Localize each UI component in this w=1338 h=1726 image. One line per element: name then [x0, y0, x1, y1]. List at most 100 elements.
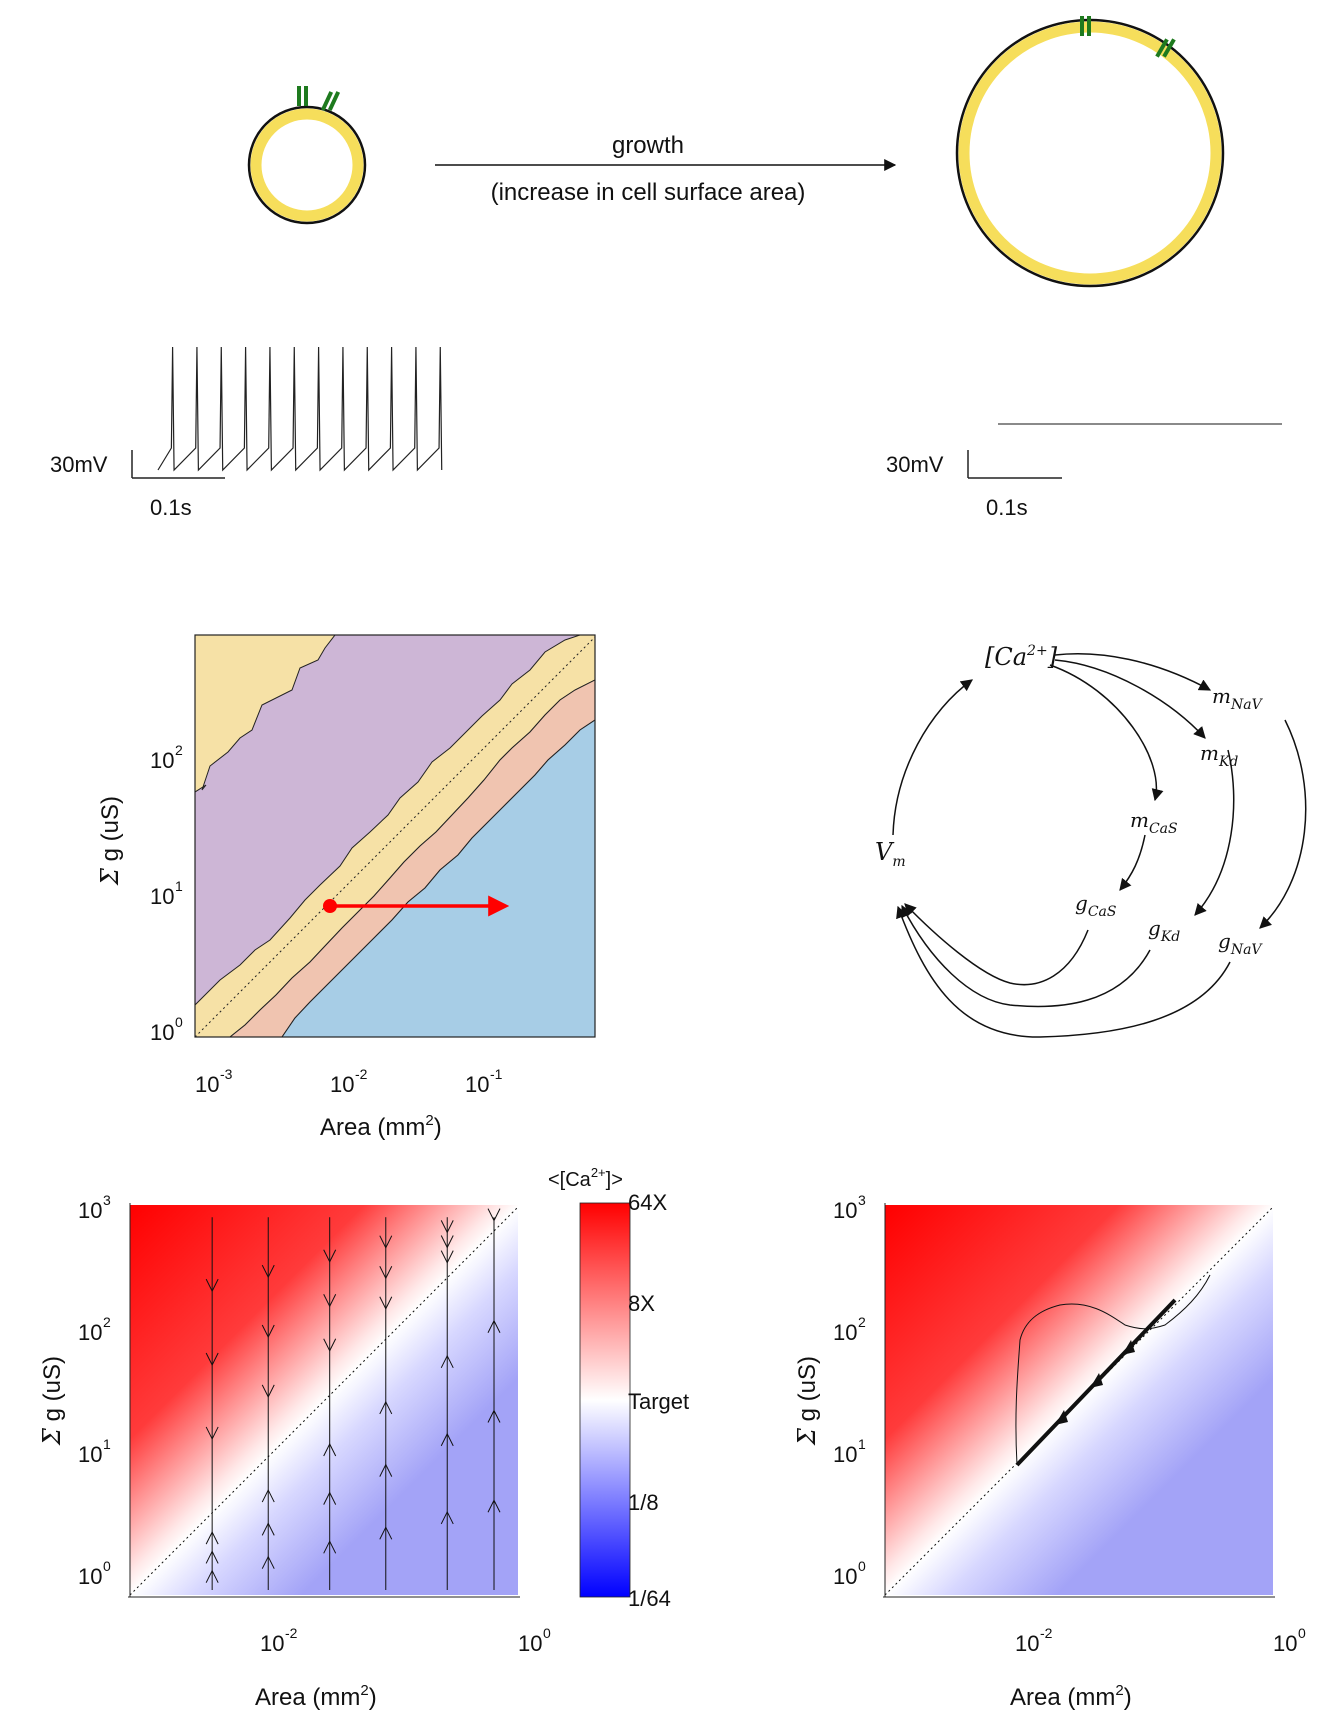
- flow-arrowhead-down: [205, 1278, 219, 1293]
- node-g-nav: gNaV: [1218, 929, 1263, 958]
- node-g-cas: gCaS: [1075, 891, 1116, 920]
- xtick-c-neg3: 10: [195, 1072, 219, 1097]
- flow-arrowhead-up: [440, 1432, 454, 1447]
- flow-arrowhead-up: [440, 1510, 454, 1525]
- ytick-c-0: 10: [150, 1020, 174, 1045]
- svg-text:10: 10: [78, 1442, 102, 1467]
- flow-arrowhead-up: [261, 1555, 275, 1569]
- growth-label: growth: [612, 132, 684, 159]
- node-m-kd: mKd: [1200, 741, 1238, 770]
- svg-text:10: 10: [518, 1631, 542, 1656]
- svg-text:2: 2: [103, 1314, 111, 1330]
- large-cell: [955, 18, 1225, 288]
- node-m-cas: mCaS: [1130, 808, 1178, 837]
- flow-arrowhead-down: [261, 1384, 275, 1398]
- flow-arrowhead-up: [379, 1463, 393, 1477]
- flow-arrowhead-up: [379, 1526, 393, 1540]
- svg-text:3: 3: [858, 1192, 866, 1208]
- colorbar-tick-1-8: 1/8: [628, 1490, 659, 1515]
- ytick-c-0-exp: 0: [175, 1014, 183, 1030]
- flow-arrowhead-up: [205, 1569, 219, 1583]
- flow-arrowhead-up: [379, 1400, 393, 1415]
- flow-arrowhead-up: [487, 1499, 501, 1513]
- heatmap-flow-y-ticks: 10 3 10 2 10 1 10 0: [78, 1192, 111, 1589]
- heatmap-trajectory-axes: [883, 1203, 1275, 1598]
- svg-text:2: 2: [858, 1314, 866, 1330]
- svg-text:3: 3: [103, 1192, 111, 1208]
- xtick-c-neg2-exp: -2: [355, 1066, 368, 1082]
- svg-text:-2: -2: [285, 1625, 298, 1641]
- heatmap-flow-ylabel: Σ g (uS): [38, 1356, 66, 1446]
- flow-arrowhead-down: [261, 1324, 275, 1339]
- heatmap-flow-plot: [130, 1205, 518, 1595]
- flow-arrowhead-up: [205, 1531, 219, 1545]
- heatmap-trajectory-xlabel: Area (mm2): [1010, 1682, 1132, 1711]
- target-diagonal: [195, 636, 595, 1037]
- flow-arrowhead-down: [379, 1235, 393, 1249]
- heatmap-flow-axes: [128, 1203, 520, 1598]
- flow-arrowhead-up: [487, 1409, 501, 1423]
- colorbar-tick-64x: 64X: [628, 1190, 667, 1215]
- heatmap-trajectory-x-ticks: 10 -2 10 0: [1015, 1625, 1306, 1656]
- svg-text:1: 1: [858, 1436, 866, 1452]
- trace-left-voltage-scale: 30mV: [50, 452, 108, 477]
- flow-arrowhead-down: [440, 1250, 454, 1264]
- ytick-c-2-exp: 2: [175, 742, 183, 758]
- xtick-c-neg1: 10: [465, 1072, 489, 1097]
- svg-text:0: 0: [858, 1558, 866, 1574]
- region-map-x-ticks: 10 -3 10 -2 10 -1: [195, 1066, 503, 1097]
- start-point: [323, 899, 337, 913]
- flow-arrowhead-down: [440, 1235, 454, 1249]
- trace-right-time-scale: 0.1s: [986, 495, 1028, 520]
- region-map-plot: [195, 635, 595, 1037]
- svg-text:0: 0: [543, 1625, 551, 1641]
- flow-arrowhead-up: [261, 1522, 275, 1536]
- svg-text:-2: -2: [1040, 1625, 1053, 1641]
- svg-text:1: 1: [103, 1436, 111, 1452]
- small-cell: [247, 105, 367, 225]
- trace-right-scalebar: [967, 450, 1062, 479]
- growth-line-arrowheads: [1055, 1340, 1135, 1425]
- flow-arrowhead-down: [323, 1338, 337, 1352]
- ytick-c-1-exp: 1: [175, 878, 183, 894]
- flow-lines: [205, 1208, 501, 1590]
- svg-text:10: 10: [833, 1198, 857, 1223]
- region-tan-corner: [195, 635, 336, 793]
- flow-arrowhead-up: [487, 1319, 501, 1333]
- node-g-kd: gKd: [1148, 916, 1180, 945]
- colorbar-title: <[Ca2+]>: [548, 1165, 623, 1191]
- heatmap-flow-bg: [130, 1205, 518, 1595]
- flow-arrowhead-up: [261, 1488, 275, 1503]
- homeostatic-trajectory: [1015, 1274, 1211, 1466]
- svg-text:10: 10: [260, 1631, 284, 1656]
- ytick-c-2: 10: [150, 748, 174, 773]
- svg-text:10: 10: [78, 1564, 102, 1589]
- flow-arrowhead-up: [323, 1491, 337, 1505]
- trace-left-scalebar: [131, 450, 225, 479]
- trace-right-voltage-scale: 30mV: [886, 452, 944, 477]
- spiking-trace: [157, 346, 443, 472]
- flow-arrowhead-down: [261, 1264, 275, 1279]
- node-m-nav: mNaV: [1212, 684, 1264, 713]
- growth-sublabel: (increase in cell surface area): [491, 179, 806, 206]
- heatmap-flow-x-ticks: 10 -2 10 0: [260, 1625, 551, 1656]
- svg-text:10: 10: [833, 1442, 857, 1467]
- heatmap-trajectory-ylabel: Σ g (uS): [793, 1356, 821, 1446]
- flow-arrowhead-down: [487, 1208, 501, 1222]
- flow-arrowhead-up: [323, 1540, 337, 1554]
- flow-arrowhead-down: [323, 1249, 337, 1263]
- flow-arrowhead-down: [379, 1265, 393, 1280]
- svg-text:0: 0: [1298, 1625, 1306, 1641]
- ytick-c-1: 10: [150, 884, 174, 909]
- node-vm: Vm: [875, 838, 906, 870]
- svg-text:10: 10: [1273, 1631, 1297, 1656]
- growth-path-red: [323, 895, 510, 917]
- heatmap-flow-xlabel: Area (mm2): [255, 1682, 377, 1711]
- colorbar-tick-8x: 8X: [628, 1291, 655, 1316]
- heatmap-flow-diagonal: [130, 1206, 518, 1595]
- svg-text:10: 10: [833, 1564, 857, 1589]
- colorbar: [579, 1202, 631, 1598]
- colorbar-tick-target: Target: [628, 1389, 689, 1414]
- xtick-c-neg3-exp: -3: [220, 1066, 233, 1082]
